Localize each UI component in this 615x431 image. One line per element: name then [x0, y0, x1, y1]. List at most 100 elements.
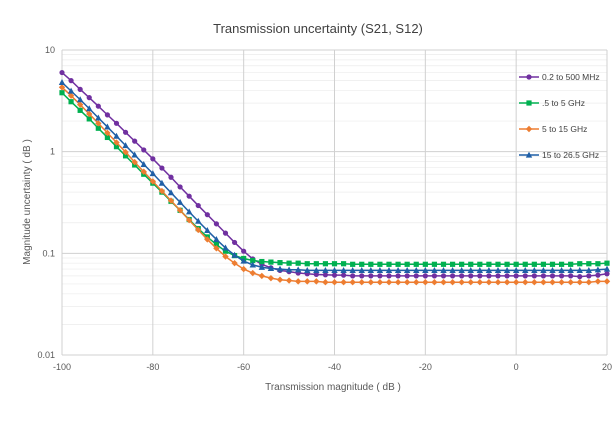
data-point	[440, 261, 447, 267]
data-point	[277, 260, 283, 266]
data-point	[504, 261, 510, 267]
data-point	[413, 279, 420, 286]
data-point	[394, 279, 402, 286]
data-point	[586, 261, 592, 267]
data-point	[395, 273, 401, 279]
data-point	[558, 266, 565, 273]
data-point	[249, 269, 256, 277]
data-point	[86, 116, 92, 122]
data-point	[459, 261, 465, 267]
data-point	[240, 265, 247, 273]
data-point	[294, 278, 302, 285]
data-point	[413, 266, 420, 273]
data-point	[531, 273, 537, 279]
data-point	[95, 114, 102, 121]
data-point	[195, 226, 202, 234]
data-point	[122, 129, 129, 135]
data-point	[577, 274, 583, 280]
data-point	[331, 266, 338, 273]
data-point	[558, 273, 565, 279]
data-point	[549, 266, 556, 273]
data-point	[313, 278, 320, 285]
data-point	[350, 261, 356, 267]
data-point	[504, 273, 510, 279]
x-tick-label: 20	[602, 362, 612, 372]
data-point	[149, 170, 157, 177]
data-point	[595, 261, 601, 267]
data-point	[422, 261, 428, 267]
data-point	[549, 261, 556, 267]
data-point	[158, 179, 166, 186]
data-point	[486, 273, 492, 279]
series-3	[58, 84, 611, 286]
data-point	[122, 153, 129, 159]
data-point	[467, 279, 474, 286]
data-point	[340, 272, 347, 278]
data-point	[413, 273, 419, 279]
data-point	[276, 276, 284, 283]
data-point	[185, 216, 193, 224]
data-point	[359, 261, 365, 267]
data-point	[568, 261, 574, 267]
legend-entry: 5 to 15 GHz	[519, 124, 587, 134]
data-point	[222, 230, 229, 236]
data-point	[141, 147, 147, 153]
data-point	[104, 129, 111, 137]
data-point	[140, 160, 147, 167]
data-point	[213, 236, 220, 243]
data-point	[131, 151, 138, 158]
data-point	[468, 273, 474, 279]
data-point	[213, 221, 220, 227]
data-point	[158, 187, 166, 195]
data-point	[377, 261, 383, 267]
data-point	[431, 273, 438, 279]
data-point	[95, 103, 101, 109]
data-point	[86, 95, 92, 101]
data-point	[59, 69, 65, 76]
data-point	[422, 266, 429, 273]
data-point	[122, 148, 129, 156]
data-point	[276, 265, 284, 272]
y-tick-label: 10	[45, 45, 55, 55]
data-point	[176, 198, 184, 205]
data-point	[104, 134, 111, 141]
legend-entry: .5 to 5 GHz	[519, 98, 585, 108]
data-point	[513, 261, 519, 267]
data-point	[540, 279, 547, 286]
data-point	[585, 266, 593, 273]
data-point	[322, 272, 329, 278]
data-point	[86, 105, 93, 112]
data-point	[350, 273, 356, 279]
data-point	[340, 261, 347, 267]
data-point	[113, 132, 120, 139]
data-point	[440, 279, 447, 286]
data-point	[204, 227, 211, 234]
data-point	[222, 248, 229, 254]
data-point	[376, 279, 384, 286]
data-point	[294, 266, 302, 273]
data-point	[567, 279, 574, 286]
data-point	[322, 279, 329, 286]
data-point	[167, 189, 175, 196]
data-point	[531, 261, 537, 267]
data-point	[304, 261, 310, 267]
data-point	[322, 261, 329, 267]
series-group	[58, 69, 611, 286]
data-point	[258, 263, 266, 270]
legend-entry: 0.2 to 500 MHz	[519, 72, 600, 82]
data-point	[204, 236, 211, 243]
data-point	[431, 261, 438, 267]
data-point	[95, 120, 102, 127]
data-point	[267, 265, 275, 272]
data-point	[540, 273, 547, 279]
data-point	[449, 279, 456, 286]
data-point	[240, 257, 247, 264]
data-point	[603, 278, 611, 285]
data-point	[222, 244, 229, 251]
data-point	[177, 184, 183, 190]
data-point	[268, 259, 274, 265]
data-point	[295, 260, 301, 266]
data-point	[395, 261, 401, 267]
data-point	[604, 271, 610, 277]
